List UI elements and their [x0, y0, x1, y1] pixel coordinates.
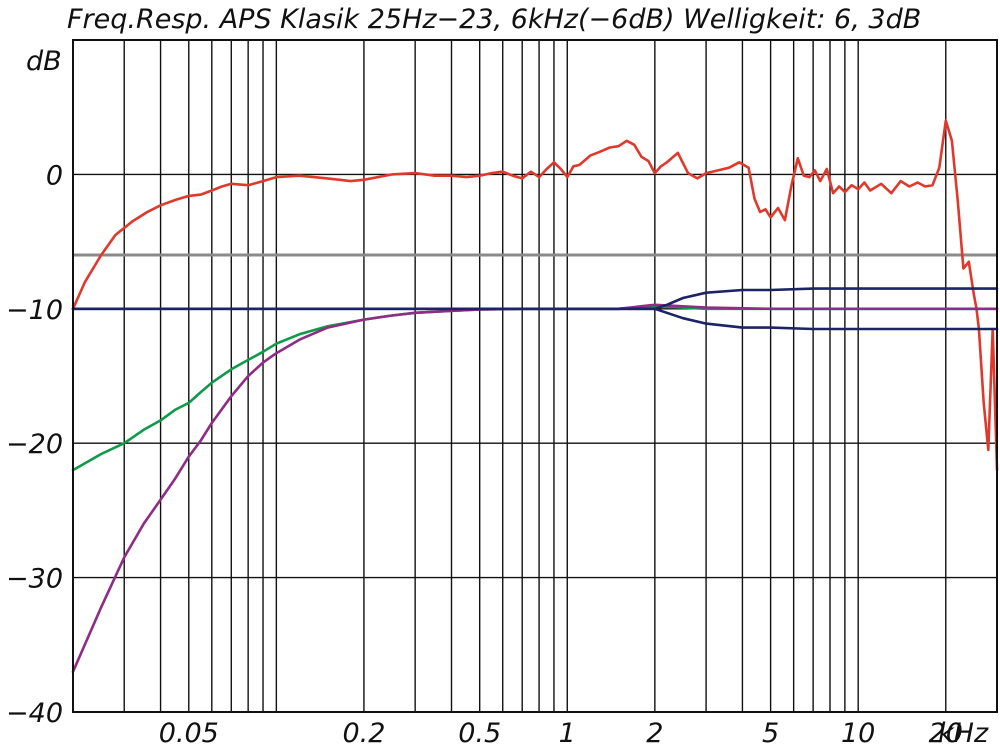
plot-frame: [72, 39, 998, 713]
x-tick-label: 0.05: [159, 718, 219, 746]
x-tick-label: 20: [929, 718, 963, 746]
x-tick-label: 5: [762, 718, 779, 746]
tick-labels: 0 −10 −20 −30 −40 0.05 0.2 0.5 1 2 5 10 20: [6, 160, 963, 746]
y-tick-label: −40: [6, 698, 63, 729]
x-tick-label: 1: [559, 718, 576, 746]
y-tick-label: −30: [6, 564, 63, 595]
series-line-2: [71, 303, 999, 674]
y-axis-label: dB: [26, 46, 62, 77]
x-tick-label: 10: [841, 718, 875, 746]
x-tick-label: 0.5: [458, 718, 501, 746]
y-tick-label: 0: [46, 160, 63, 191]
x-axis-unit: kHz: [938, 718, 989, 746]
x-tick-label: 0.2: [342, 718, 385, 746]
y-tick-label: −10: [6, 295, 63, 326]
x-tick-label: 2: [646, 718, 663, 746]
series-line-0: [71, 119, 999, 472]
series-layer: [71, 119, 999, 674]
grid: [73, 40, 997, 712]
y-tick-label: −20: [6, 429, 63, 460]
chart-title: Freq.Resp. APS Klasik 25Hz−23, 6kHz(−6dB…: [67, 4, 921, 35]
series-line-4: [71, 307, 999, 331]
